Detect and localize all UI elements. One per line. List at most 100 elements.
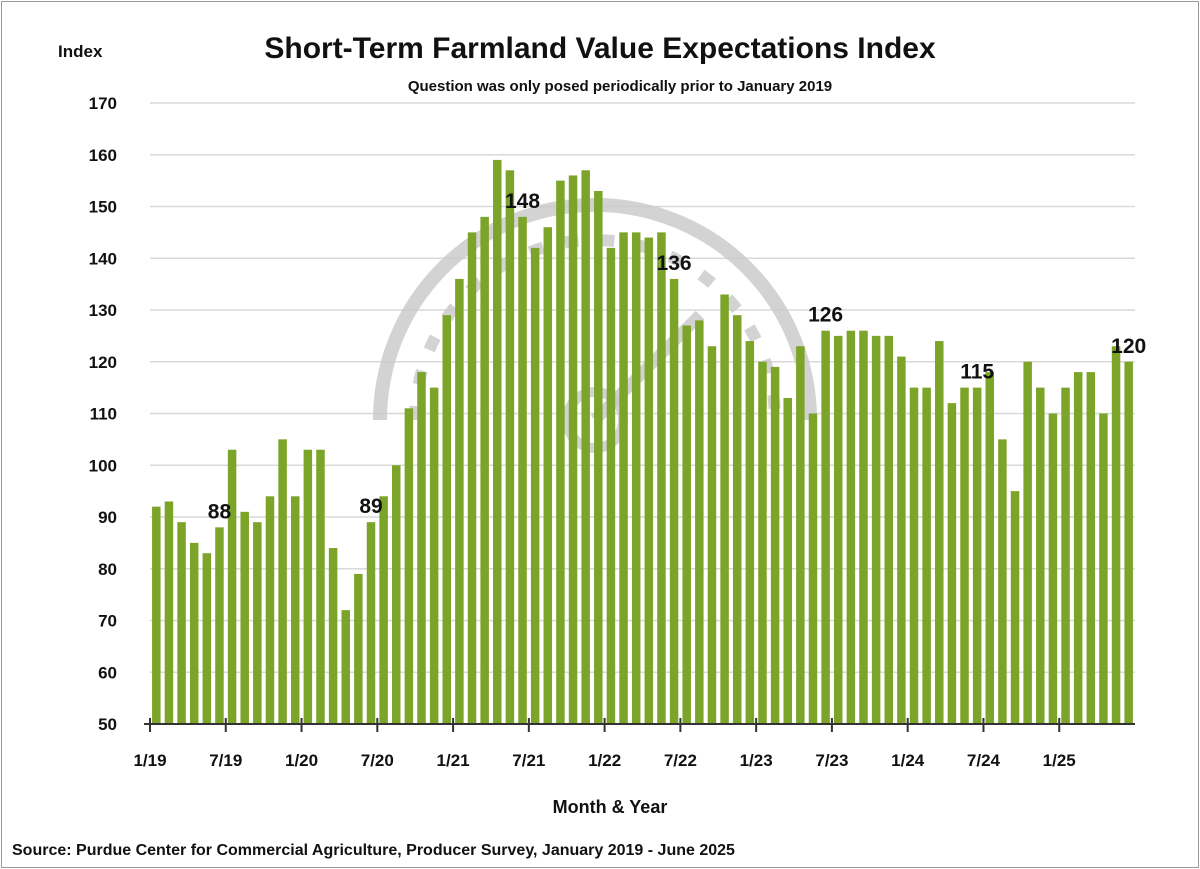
y-tick-label: 140 bbox=[89, 249, 117, 268]
bar-8-20 bbox=[392, 465, 401, 724]
bar-2-21 bbox=[467, 232, 477, 724]
bar-12-19 bbox=[290, 496, 300, 724]
bar-6-22 bbox=[669, 278, 679, 724]
bar-10-19 bbox=[265, 496, 275, 724]
chart-title: Short-Term Farmland Value Expectations I… bbox=[264, 32, 936, 65]
y-tick-label: 90 bbox=[98, 508, 117, 527]
x-tick-label: 1/24 bbox=[891, 751, 925, 770]
x-tick-label: 7/19 bbox=[209, 751, 242, 770]
bar-3-24 bbox=[935, 341, 944, 724]
bar-6-24 bbox=[972, 387, 982, 724]
data-label: 120 bbox=[1111, 335, 1146, 358]
bar-10-21 bbox=[568, 175, 578, 724]
bar-1-20 bbox=[303, 449, 313, 724]
bar-6-25 bbox=[1124, 361, 1133, 724]
bar-10-23 bbox=[871, 335, 881, 724]
y-tick-label: 60 bbox=[98, 663, 117, 682]
bar-7-22 bbox=[682, 325, 691, 724]
bar-7-21 bbox=[530, 247, 540, 724]
source-note: Source: Purdue Center for Commercial Agr… bbox=[12, 842, 735, 859]
bar-11-22 bbox=[732, 315, 742, 724]
bar-1-23 bbox=[758, 361, 767, 724]
x-tick-label: 7/24 bbox=[967, 751, 1001, 770]
bar-6-20 bbox=[366, 522, 376, 724]
bar-4-19 bbox=[189, 542, 199, 724]
bar-5-21 bbox=[505, 170, 515, 724]
bar-7-19 bbox=[227, 449, 237, 724]
bar-7-20 bbox=[379, 496, 388, 724]
bar-6-23 bbox=[821, 330, 830, 724]
data-label: 148 bbox=[505, 190, 540, 213]
bar-2-25 bbox=[1073, 372, 1083, 724]
y-tick-label: 160 bbox=[89, 146, 117, 165]
bar-8-21 bbox=[543, 227, 553, 724]
bar-5-24 bbox=[960, 387, 969, 724]
bar-4-25 bbox=[1099, 413, 1108, 724]
x-tick-label: 1/22 bbox=[588, 751, 621, 770]
x-tick-label: 7/20 bbox=[361, 751, 394, 770]
bar-3-25 bbox=[1086, 372, 1096, 724]
x-axis-label: Month & Year bbox=[552, 797, 668, 817]
bar-11-24 bbox=[1036, 387, 1045, 724]
x-tick-label: 1/25 bbox=[1043, 751, 1076, 770]
bar-2-23 bbox=[770, 366, 780, 724]
chart-subtitle: Question was only posed periodically pri… bbox=[407, 78, 833, 95]
data-label: 88 bbox=[208, 500, 232, 523]
bar-8-19 bbox=[240, 511, 249, 724]
y-tick-label: 120 bbox=[89, 353, 117, 372]
data-label: 136 bbox=[657, 252, 692, 275]
bar-3-21 bbox=[480, 216, 489, 724]
bar-9-24 bbox=[1010, 491, 1020, 724]
bar-8-23 bbox=[846, 330, 856, 724]
bar-12-21 bbox=[594, 190, 603, 725]
bar-2-19 bbox=[164, 501, 174, 724]
bar-6-19 bbox=[215, 527, 224, 724]
bar-2-24 bbox=[922, 387, 931, 724]
bar-5-22 bbox=[657, 232, 666, 724]
bar-4-24 bbox=[947, 403, 957, 724]
bar-1-22 bbox=[606, 247, 616, 724]
y-tick-label: 80 bbox=[98, 560, 117, 579]
bar-10-24 bbox=[1023, 361, 1032, 724]
bar-8-24 bbox=[998, 439, 1007, 724]
bar-4-20 bbox=[341, 610, 350, 724]
x-tick-label: 1/21 bbox=[437, 751, 470, 770]
y-tick-label: 70 bbox=[98, 612, 117, 631]
bar-3-20 bbox=[328, 548, 338, 724]
bar-4-21 bbox=[493, 159, 502, 725]
bar-12-23 bbox=[897, 356, 906, 724]
bar-2-22 bbox=[619, 232, 628, 724]
bar-9-23 bbox=[859, 330, 868, 724]
bar-8-22 bbox=[695, 320, 704, 724]
bar-3-22 bbox=[631, 232, 641, 724]
bar-9-22 bbox=[707, 346, 717, 724]
x-tick-label: 1/23 bbox=[740, 751, 773, 770]
bar-5-19 bbox=[202, 553, 212, 724]
bar-1-25 bbox=[1061, 387, 1070, 724]
bar-12-24 bbox=[1048, 413, 1058, 724]
bar-9-19 bbox=[253, 522, 262, 724]
bar-4-23 bbox=[796, 346, 805, 724]
data-label: 126 bbox=[808, 304, 843, 327]
y-tick-label: 100 bbox=[89, 456, 117, 475]
bar-3-23 bbox=[783, 397, 792, 724]
bar-7-24 bbox=[985, 372, 995, 724]
data-label: 89 bbox=[359, 495, 382, 518]
watermark-dashed-arc bbox=[409, 234, 781, 421]
bar-11-23 bbox=[884, 335, 893, 724]
data-label: 115 bbox=[960, 361, 994, 384]
bar-12-22 bbox=[745, 341, 755, 724]
bar-11-20 bbox=[429, 387, 439, 724]
x-tick-label: 7/23 bbox=[815, 751, 848, 770]
y-tick-label: 50 bbox=[98, 715, 117, 734]
bar-2-20 bbox=[316, 449, 325, 724]
bar-12-20 bbox=[442, 315, 452, 724]
bar-1-21 bbox=[455, 278, 464, 724]
bar-10-20 bbox=[417, 372, 426, 724]
y-tick-label: 110 bbox=[90, 405, 117, 424]
x-tick-label: 1/20 bbox=[285, 751, 318, 770]
bar-5-23 bbox=[808, 413, 818, 724]
x-tick-label: 1/19 bbox=[133, 751, 166, 770]
